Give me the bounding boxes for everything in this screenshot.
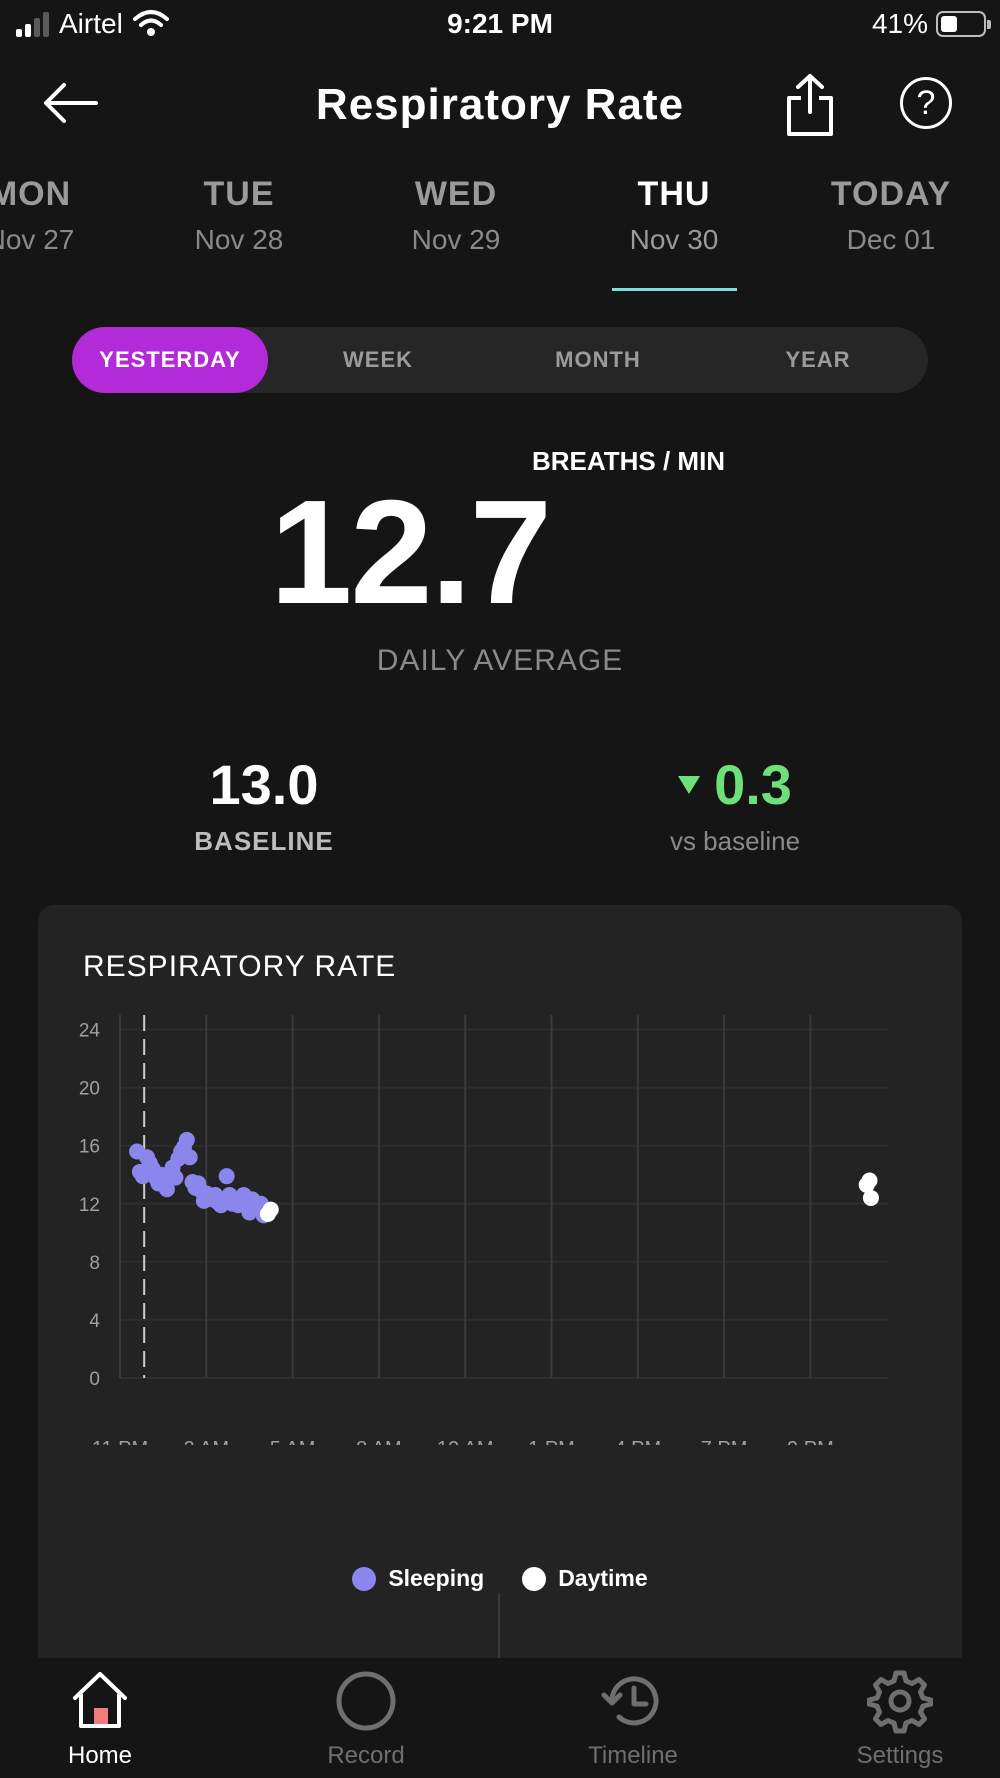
baseline-value: 13.0 bbox=[209, 753, 319, 816]
gear-icon bbox=[867, 1670, 933, 1734]
page-title: Respiratory Rate bbox=[315, 80, 685, 129]
daily-average-label: DAILY AVERAGE bbox=[376, 644, 624, 677]
data-point-sleeping bbox=[167, 1169, 184, 1186]
range-month[interactable]: MONTH bbox=[555, 347, 641, 372]
status-bar: Airtel 9:21 PM 41% bbox=[0, 0, 1000, 50]
data-point-sleeping bbox=[178, 1131, 195, 1148]
day-tab-mon[interactable]: MON Nov 27 bbox=[0, 175, 75, 255]
x-tick-label: 1 PM bbox=[528, 1438, 575, 1445]
help-icon[interactable]: ? bbox=[900, 77, 952, 129]
chart-legend: Sleeping Daytime bbox=[38, 1565, 962, 1592]
y-tick-label: 16 bbox=[79, 1137, 100, 1158]
range-week[interactable]: WEEK bbox=[343, 347, 413, 372]
delta: 0.3 bbox=[660, 752, 810, 817]
range-year[interactable]: YEAR bbox=[785, 347, 851, 372]
day-tab-thu[interactable]: THU Nov 30 bbox=[629, 175, 719, 255]
day-tab-today[interactable]: TODAY Dec 01 bbox=[830, 175, 952, 255]
nav-record[interactable]: Record bbox=[266, 1668, 466, 1770]
timeline-icon bbox=[601, 1676, 659, 1726]
data-point-sleeping bbox=[158, 1181, 175, 1198]
x-tick-label: 11 PM bbox=[92, 1438, 148, 1445]
x-tick-label: 2 AM bbox=[184, 1438, 230, 1445]
x-tick-label: 7 PM bbox=[701, 1438, 748, 1445]
x-tick-label: 8 AM bbox=[356, 1438, 402, 1445]
share-icon[interactable] bbox=[784, 72, 836, 138]
battery-percent: 41% bbox=[871, 8, 928, 39]
baseline-label: BASELINE bbox=[194, 826, 334, 856]
range-selector: YESTERDAY WEEK MONTH YEAR bbox=[72, 327, 928, 393]
legend-divider bbox=[498, 1593, 500, 1663]
bottom-nav: Home Record Timeline Settings bbox=[0, 1658, 1000, 1778]
battery-fill bbox=[941, 16, 958, 32]
x-tick-label: 9 PM bbox=[787, 1438, 834, 1445]
chart-title: RESPIRATORY RATE bbox=[83, 950, 397, 983]
legend-dot-daytime bbox=[522, 1566, 547, 1591]
day-tab-wed[interactable]: WED Nov 29 bbox=[411, 175, 501, 255]
data-point-sleeping bbox=[218, 1168, 235, 1185]
data-point-sleeping bbox=[181, 1149, 198, 1166]
data-point-daytime bbox=[862, 1189, 879, 1206]
wifi-icon bbox=[132, 10, 169, 36]
y-tick-label: 12 bbox=[79, 1195, 100, 1216]
y-tick-label: 0 bbox=[89, 1369, 100, 1390]
nav-timeline[interactable]: Timeline bbox=[533, 1668, 733, 1770]
range-yesterday[interactable]: YESTERDAY bbox=[72, 327, 268, 393]
record-icon bbox=[336, 1671, 396, 1731]
home-icon bbox=[73, 1672, 127, 1728]
status-right: 41% bbox=[871, 8, 991, 40]
unit-label: BREATHS / MIN bbox=[532, 446, 726, 476]
y-tick-label: 8 bbox=[89, 1253, 100, 1274]
legend-daytime[interactable]: Daytime bbox=[522, 1565, 648, 1592]
signal-icon bbox=[16, 11, 49, 37]
respiratory-rate-chart: 0 4 8 12 16 20 24 11 PM 2 AM 5 AM 8 AM 10 AM 1 PM 4 P… bbox=[79, 1015, 888, 1445]
y-tick-label: 4 bbox=[89, 1311, 100, 1332]
status-left: Airtel bbox=[16, 8, 169, 40]
y-tick-label: 24 bbox=[79, 1021, 101, 1042]
x-tick-label: 5 AM bbox=[270, 1438, 316, 1445]
back-arrow-icon[interactable] bbox=[40, 78, 100, 128]
delta-value: 0.3 bbox=[714, 753, 792, 816]
day-tab-tue[interactable]: TUE Nov 28 bbox=[194, 175, 284, 255]
daily-average-value: 12.7 bbox=[270, 470, 552, 635]
day-strip: MON Nov 27 TUE Nov 28 WED Nov 29 THU Nov… bbox=[0, 175, 1000, 295]
data-point-daytime bbox=[262, 1201, 279, 1218]
nav-home[interactable]: Home bbox=[0, 1668, 200, 1770]
delta-label: vs baseline bbox=[669, 826, 801, 856]
header: Respiratory Rate ? bbox=[0, 60, 1000, 150]
battery-icon bbox=[936, 11, 991, 37]
x-tick-label: 4 PM bbox=[614, 1438, 661, 1445]
status-time: 9:21 PM bbox=[447, 8, 553, 39]
x-tick-label: 10 AM bbox=[437, 1438, 494, 1445]
legend-dot-sleeping bbox=[352, 1566, 377, 1591]
legend-sleeping[interactable]: Sleeping bbox=[352, 1565, 484, 1592]
y-tick-label: 20 bbox=[79, 1079, 100, 1100]
data-point-daytime bbox=[861, 1172, 878, 1189]
nav-settings[interactable]: Settings bbox=[800, 1668, 1000, 1770]
down-triangle-icon bbox=[678, 775, 701, 794]
chart-card: RESPIRATORY RATE 0 4 8 12 16 20 24 11 PM 2 AM 5 A… bbox=[38, 905, 962, 1778]
carrier-name: Airtel bbox=[59, 8, 123, 39]
active-day-indicator bbox=[612, 288, 737, 291]
